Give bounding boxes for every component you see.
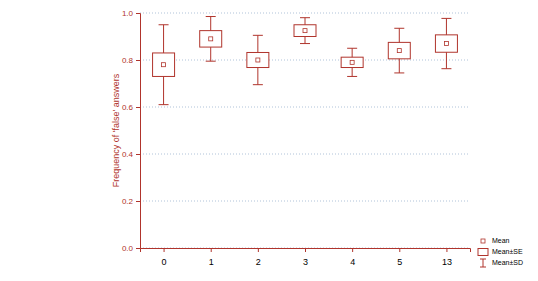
x-tick-mark <box>164 248 165 252</box>
grid-line <box>140 60 470 61</box>
sd-cap-top <box>441 18 451 19</box>
x-tick-label: 1 <box>209 257 214 267</box>
se-box <box>153 53 175 76</box>
plot: 0.0 0.2 0.4 0.6 0.8 1.0 0 1 2 3 4 5 13 <box>122 9 471 267</box>
x-tick-label: 5 <box>397 257 402 267</box>
x-tick: 3 <box>303 248 308 267</box>
se-box <box>435 35 457 52</box>
legend-symbol <box>480 259 486 267</box>
legend-item: Mean±SD <box>480 259 523 267</box>
x-tick-label: 13 <box>442 257 452 267</box>
sd-cap-top <box>253 35 263 36</box>
grid-line <box>140 13 470 14</box>
y-tick: 0.2 <box>122 197 140 206</box>
y-tick: 0.6 <box>122 103 140 112</box>
x-axis: 0 1 2 3 4 5 13 <box>141 248 471 267</box>
y-tick-label: 1.0 <box>122 9 134 18</box>
se-box <box>247 52 269 67</box>
x-tick: 4 <box>350 248 355 267</box>
x-tick-label: 4 <box>350 257 355 267</box>
legend-label: Mean±SE <box>492 248 523 255</box>
mean-marker <box>303 29 307 33</box>
legend: Mean Mean±SE Mean±SD <box>478 237 523 267</box>
y-axis: 0.0 0.2 0.4 0.6 0.8 1.0 <box>122 9 141 253</box>
x-tick-label: 2 <box>256 257 261 267</box>
sd-cap-top <box>394 28 404 29</box>
sd-cap-bottom <box>300 43 310 44</box>
sd-cap-bottom <box>253 84 263 85</box>
x-tick: 1 <box>209 248 214 267</box>
sd-cap-top <box>347 48 357 49</box>
sd-cap-bottom <box>159 104 169 105</box>
sd-cap-top <box>159 24 169 25</box>
legend-symbol <box>478 249 488 256</box>
box-group <box>247 35 269 84</box>
y-tick-mark <box>136 201 140 202</box>
y-tick-mark <box>136 248 140 249</box>
x-tick: 2 <box>256 248 261 267</box>
mean-marker <box>397 49 401 53</box>
x-tick-mark <box>446 248 447 252</box>
se-box <box>388 42 410 58</box>
sd-cap-bottom <box>206 61 216 62</box>
legend-item: Mean±SE <box>478 248 523 255</box>
x-axis-line <box>141 249 471 253</box>
y-tick-label: 0.4 <box>122 150 134 159</box>
y-tick: 0.4 <box>122 150 140 159</box>
sd-cap-top <box>206 16 216 17</box>
legend-label: Mean <box>492 237 510 244</box>
y-tick-mark <box>136 60 140 61</box>
y-tick-label: 0.8 <box>122 56 134 65</box>
x-tick-mark <box>352 248 353 252</box>
sd-cap-bottom <box>347 76 357 77</box>
y-tick: 1.0 <box>122 9 140 18</box>
y-tick: 0.8 <box>122 56 140 65</box>
x-tick-mark <box>211 248 212 252</box>
y-tick-label: 0.2 <box>122 197 134 206</box>
sd-cap-top <box>300 17 310 18</box>
x-tick: 13 <box>442 248 452 267</box>
mean-marker <box>350 60 354 64</box>
x-tick-mark <box>258 248 259 252</box>
y-tick-mark <box>136 154 140 155</box>
sd-cap-bottom <box>441 68 451 69</box>
se-box <box>200 31 222 47</box>
grid-line <box>140 154 470 155</box>
x-tick: 0 <box>162 248 167 267</box>
chart: 0.0 0.2 0.4 0.6 0.8 1.0 0 1 2 3 4 5 13 Frequency of '… <box>0 0 538 281</box>
x-tick: 5 <box>397 248 402 267</box>
x-tick-mark <box>305 248 306 252</box>
marks <box>153 17 458 105</box>
y-tick: 0.0 <box>122 244 140 253</box>
legend-item: Mean <box>481 237 510 244</box>
box-group <box>153 25 175 105</box>
legend-symbol <box>481 239 485 243</box>
x-tick-label: 0 <box>162 257 167 267</box>
box-group <box>341 48 363 76</box>
legend-label: Mean±SD <box>492 259 523 266</box>
grid <box>140 13 470 248</box>
se-box <box>294 25 316 37</box>
box-group <box>294 18 316 44</box>
mean-marker <box>162 63 166 67</box>
mean-marker <box>209 37 213 41</box>
x-tick-mark <box>399 248 400 252</box>
y-axis-line <box>136 14 141 249</box>
sd-cap-bottom <box>394 72 404 73</box>
y-tick-mark <box>136 107 140 108</box>
y-tick-label: 0.0 <box>122 244 134 253</box>
mean-marker <box>256 58 260 62</box>
grid-line <box>140 107 470 108</box>
x-tick-label: 3 <box>303 257 308 267</box>
mean-marker <box>444 42 448 46</box>
box-group <box>435 18 457 68</box>
y-axis-title: Frequency of 'false' answers <box>111 73 121 187</box>
se-box <box>341 57 363 67</box>
y-tick-mark <box>136 13 140 14</box>
grid-line <box>140 201 470 202</box>
box-group <box>388 28 410 73</box>
box-group <box>200 17 222 62</box>
y-tick-label: 0.6 <box>122 103 134 112</box>
